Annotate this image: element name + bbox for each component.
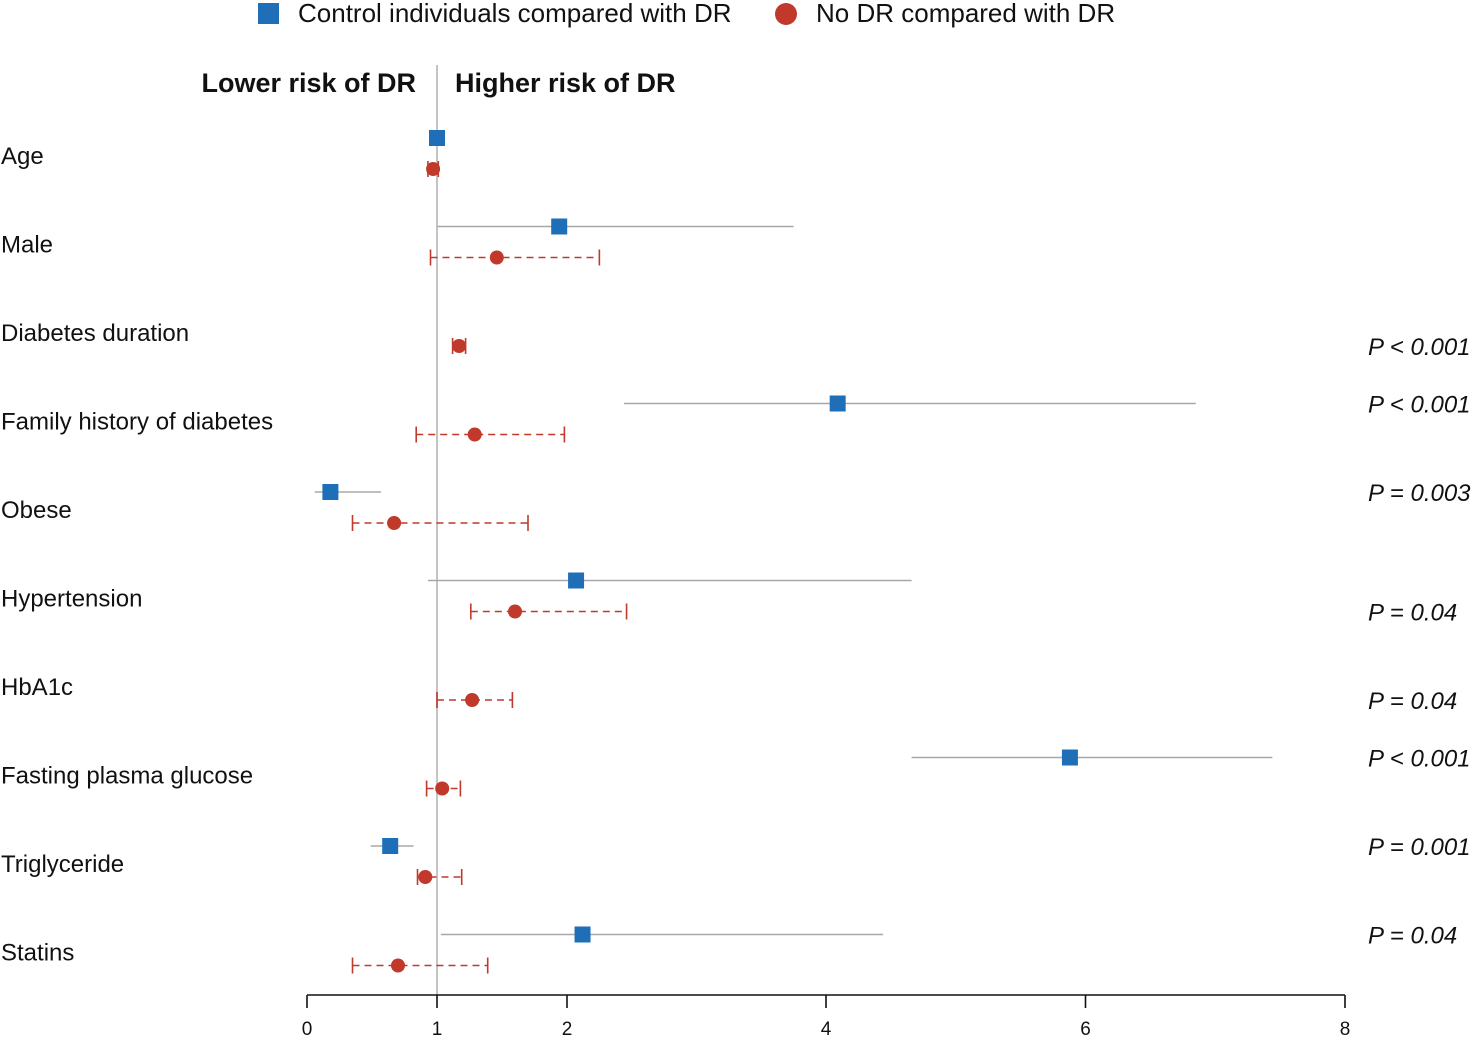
point-control	[574, 926, 591, 943]
row-family-history-of-diabetes: Family history of diabetes P < 0.001	[1, 392, 1471, 443]
point-nodr	[418, 870, 433, 884]
row-label: Male	[1, 232, 53, 259]
row-male: Male	[1, 218, 794, 266]
p-value: P = 0.001	[1368, 834, 1471, 861]
x-axis: 0 1 2 4 6 8	[302, 994, 1351, 1040]
point-nodr	[452, 339, 467, 353]
row-obese: Obese P = 0.003	[1, 480, 1471, 531]
row-hba1c: HbA1c P = 0.04	[1, 674, 1457, 715]
point-control	[551, 218, 568, 235]
row-triglyceride: Triglyceride P = 0.001	[1, 834, 1471, 885]
p-value: P < 0.001	[1368, 334, 1471, 361]
legend: Control individuals compared with DR No D…	[258, 0, 1115, 28]
legend-marker-control	[258, 3, 279, 24]
tick-label: 1	[432, 1019, 443, 1040]
row-diabetes-duration: Diabetes duration P < 0.001	[1, 320, 1471, 361]
p-value: P = 0.04	[1368, 600, 1457, 627]
header-lower-risk: Lower risk of DR	[201, 68, 416, 98]
p-value: P < 0.001	[1368, 392, 1471, 419]
tick-label: 6	[1080, 1019, 1091, 1040]
point-nodr	[467, 427, 482, 442]
row-label: Age	[1, 143, 44, 170]
point-control	[829, 395, 846, 412]
point-control	[429, 130, 445, 146]
row-age: Age	[1, 130, 445, 177]
point-nodr	[387, 516, 402, 530]
row-label: HbA1c	[1, 674, 73, 701]
row-hypertension: Hypertension P = 0.04	[1, 572, 1457, 627]
row-statins: Statins P = 0.04	[1, 923, 1457, 974]
point-nodr	[508, 604, 522, 619]
tick-label: 2	[562, 1019, 573, 1040]
header-higher-risk: Higher risk of DR	[455, 68, 676, 98]
point-nodr	[391, 958, 405, 973]
point-control	[322, 484, 339, 500]
p-value: P = 0.04	[1368, 923, 1457, 950]
legend-label-nodr: No DR compared with DR	[816, 0, 1115, 28]
tick-label: 0	[302, 1019, 313, 1040]
tick-label: 8	[1340, 1019, 1351, 1040]
legend-marker-nodr	[775, 3, 797, 25]
point-nodr	[435, 781, 450, 796]
p-value: P < 0.001	[1368, 746, 1471, 773]
p-value: P = 0.003	[1368, 480, 1471, 507]
row-fasting-plasma-glucose: Fasting plasma glucose P < 0.001	[1, 746, 1471, 797]
row-label: Hypertension	[1, 586, 142, 613]
point-control	[1061, 749, 1078, 766]
row-label: Triglyceride	[1, 851, 124, 878]
point-control	[568, 572, 585, 589]
row-label: Statins	[1, 940, 74, 967]
row-label: Fasting plasma glucose	[1, 763, 253, 790]
legend-label-control: Control individuals compared with DR	[298, 0, 732, 28]
row-label: Obese	[1, 497, 72, 524]
p-value: P = 0.04	[1368, 688, 1457, 715]
tick-label: 4	[821, 1019, 832, 1040]
point-nodr	[426, 162, 441, 176]
risk-headers: Lower risk of DR Higher risk of DR	[201, 68, 675, 98]
row-label: Diabetes duration	[1, 320, 189, 347]
point-nodr	[489, 250, 504, 265]
row-label: Family history of diabetes	[1, 409, 273, 436]
point-nodr	[465, 693, 480, 707]
point-control	[382, 838, 399, 854]
